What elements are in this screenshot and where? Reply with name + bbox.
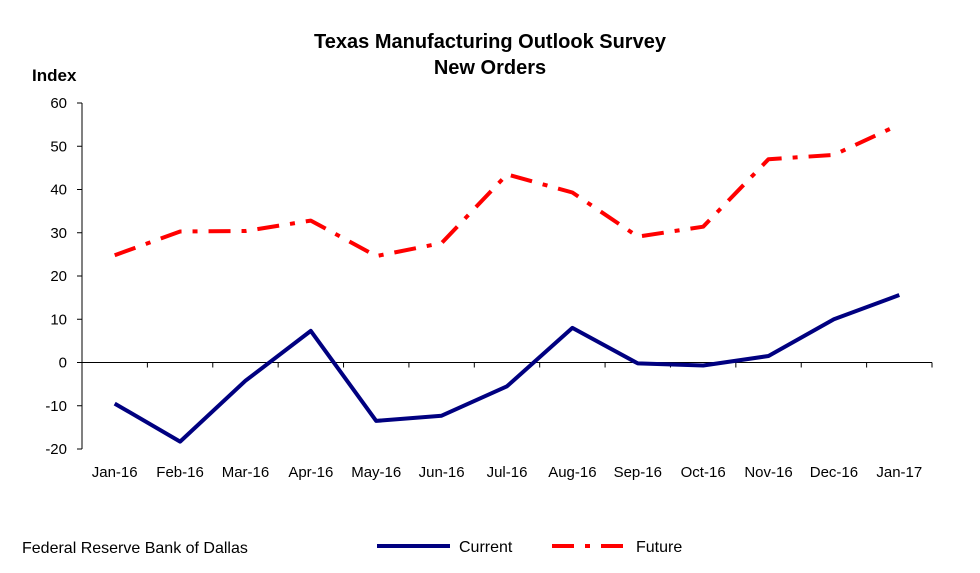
x-tick-label: Nov-16	[744, 464, 792, 481]
y-tick-label: -20	[45, 441, 67, 458]
chart-title: Texas Manufacturing Outlook Survey	[314, 31, 667, 53]
x-tick-label: Aug-16	[548, 464, 596, 481]
y-tick-label: 30	[50, 225, 67, 242]
y-tick-label: 10	[50, 311, 67, 328]
x-tick-label: Mar-16	[222, 464, 270, 481]
y-tick-label: 20	[50, 268, 67, 285]
x-tick-label: Jan-16	[92, 464, 138, 481]
source-note: Federal Reserve Bank of Dallas	[22, 540, 248, 557]
y-tick-label: 60	[50, 95, 67, 112]
legend-future-label: Future	[636, 539, 682, 556]
x-tick-label: Feb-16	[156, 464, 204, 481]
x-tick-label: Jan-17	[876, 464, 922, 481]
x-tick-label: Jun-16	[419, 464, 465, 481]
y-tick-label: -10	[45, 398, 67, 415]
axes	[77, 102, 933, 450]
chart-subtitle: New Orders	[434, 57, 546, 79]
x-tick-label: Jul-16	[487, 464, 528, 481]
y-tick-label: 40	[50, 182, 67, 199]
x-tick-label: Apr-16	[288, 464, 333, 481]
y-tick-label: 50	[50, 138, 67, 155]
series-line-future	[114, 122, 901, 259]
x-tick-label: Oct-16	[681, 464, 726, 481]
y-axis-label: Index	[32, 66, 77, 85]
y-tick-label: 0	[59, 355, 67, 372]
x-tick-labels: Jan-16 Feb-16 Mar-16 Apr-16 May-16 Jun-16 Jul-…	[92, 464, 922, 481]
legend-current-label: Current	[459, 539, 513, 556]
legend: Current Future	[377, 539, 682, 556]
x-tick-label: Sep-16	[614, 464, 662, 481]
series-line-current	[113, 293, 900, 444]
series-lines	[113, 122, 901, 444]
x-tick-label: May-16	[351, 464, 401, 481]
y-tick-labels: 60 50 40 30 20 10 0 -10 -20	[45, 95, 67, 458]
x-tick-label: Dec-16	[810, 464, 858, 481]
